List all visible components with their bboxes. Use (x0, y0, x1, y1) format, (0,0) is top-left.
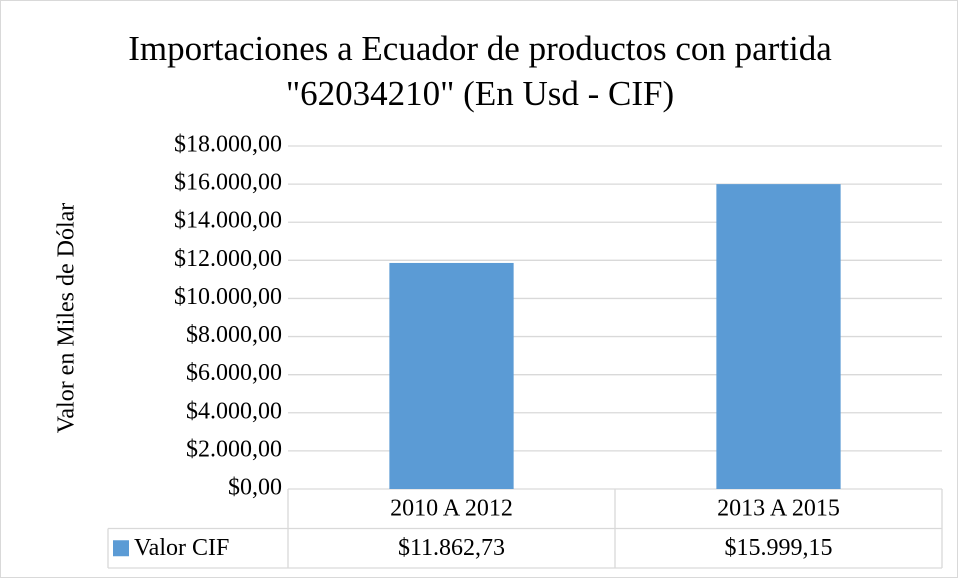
y-axis-label: Valor en Miles de Dólar (54, 203, 80, 434)
y-tick-label: $14.000,00 (174, 208, 282, 234)
bar (716, 184, 841, 489)
x-tick-label: 2013 A 2015 (717, 495, 840, 521)
x-tick-label: 2010 A 2012 (390, 495, 513, 521)
y-tick-label: $0,00 (228, 475, 282, 501)
bar (389, 262, 514, 489)
y-tick-label: $6.000,00 (186, 360, 282, 386)
y-tick-label: $8.000,00 (186, 322, 282, 348)
y-tick-label: $10.000,00 (174, 284, 282, 310)
y-tick-label: $12.000,00 (174, 246, 282, 272)
y-tick-label: $16.000,00 (174, 170, 282, 196)
data-label: $15.999,15 (725, 535, 833, 561)
legend-label: Valor CIF (134, 535, 229, 561)
chart-title: Importaciones a Ecuador de productos con… (128, 29, 832, 68)
data-label: $11.862,73 (398, 535, 505, 561)
y-tick-label: $2.000,00 (186, 436, 282, 462)
legend-swatch (113, 540, 129, 557)
y-tick-label: $4.000,00 (186, 398, 282, 424)
chart-title: "62034210" (En Usd - CIF) (286, 74, 674, 113)
y-tick-label: $18.000,00 (174, 132, 282, 158)
